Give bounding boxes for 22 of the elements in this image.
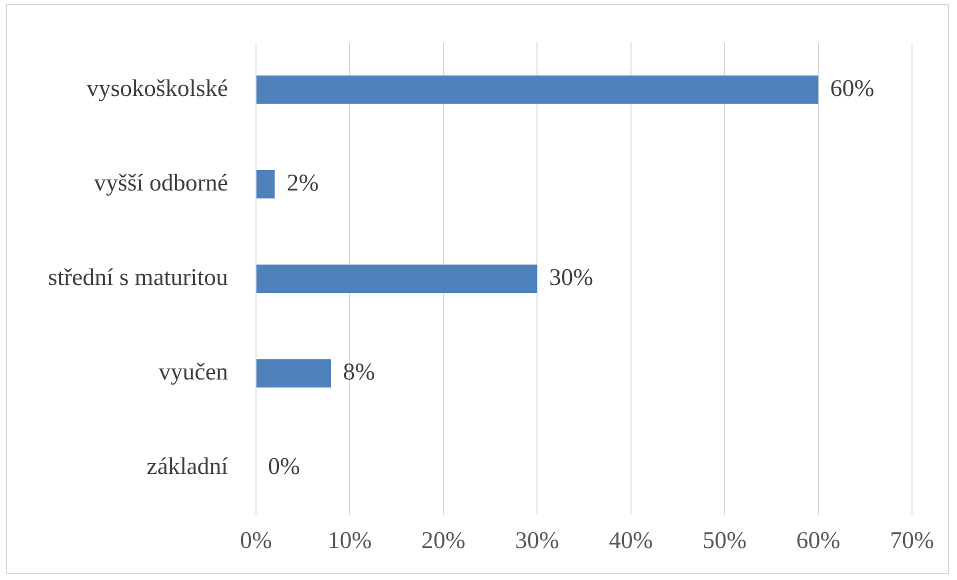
data-label: 8% (342, 360, 375, 386)
x-tick-label: 70% (890, 528, 934, 554)
y-tick-label: střední s maturitou (48, 265, 228, 292)
x-tick-label: 40% (608, 528, 653, 554)
y-tick-label: vyučen (158, 360, 228, 386)
x-tick-label: 50% (702, 528, 747, 554)
x-tick-label: 0% (240, 528, 272, 554)
bar (256, 75, 818, 104)
y-tick-label: vysokoškolské (86, 76, 228, 102)
data-label: 60% (830, 76, 874, 102)
data-label: 0% (268, 454, 300, 480)
x-tick-label: 20% (421, 528, 466, 554)
bar (256, 170, 275, 198)
x-tick-label: 30% (515, 528, 560, 554)
y-tick-label: základní (146, 454, 228, 480)
data-label: 30% (549, 265, 594, 292)
data-label: 2% (286, 170, 319, 197)
bar (256, 359, 331, 388)
bar (256, 264, 538, 293)
x-tick-label: 10% (328, 528, 372, 554)
y-tick-label: vyšší odborné (94, 170, 228, 197)
x-tick-label: 60% (796, 528, 840, 554)
